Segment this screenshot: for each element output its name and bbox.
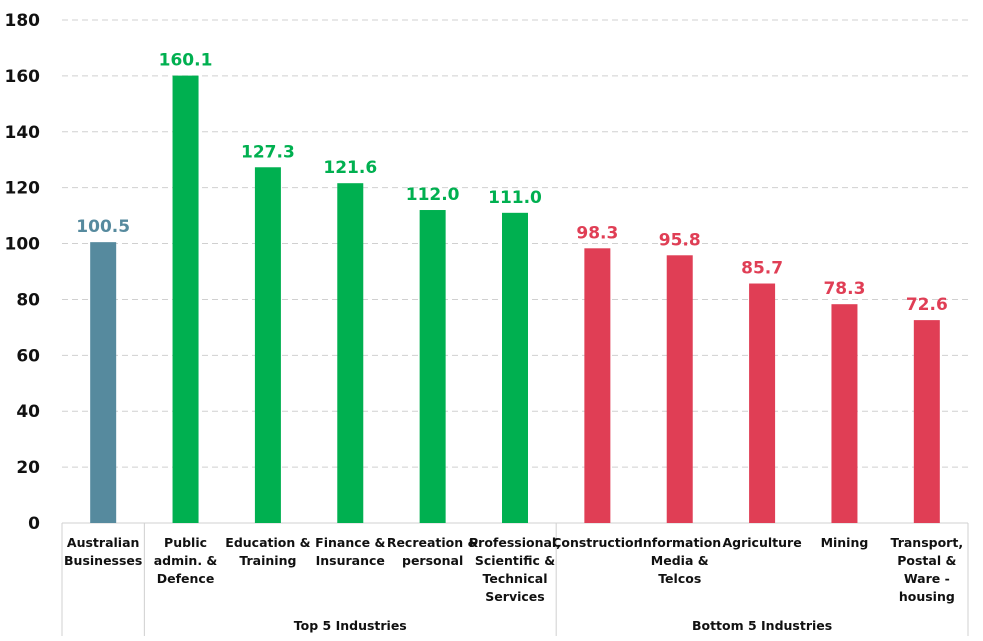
y-tick-label: 60 bbox=[16, 346, 40, 366]
category-label: Mining bbox=[821, 535, 869, 550]
data-label: 160.1 bbox=[159, 51, 213, 71]
data-label: 100.5 bbox=[76, 217, 130, 237]
bar bbox=[584, 248, 611, 524]
data-label: 85.7 bbox=[741, 259, 783, 279]
category-label: Media & bbox=[651, 553, 709, 568]
bar bbox=[172, 75, 199, 524]
category-label: Postal & bbox=[897, 553, 956, 568]
y-tick-label: 180 bbox=[5, 11, 41, 31]
y-tick-label: 100 bbox=[5, 235, 41, 255]
category-label: Training bbox=[239, 553, 296, 568]
y-tick-label: 40 bbox=[16, 402, 40, 422]
data-label: 127.3 bbox=[241, 142, 295, 162]
bar bbox=[913, 320, 940, 523]
category-label: Finance & bbox=[315, 535, 385, 550]
data-label: 111.0 bbox=[488, 188, 542, 208]
category-label: Technical bbox=[483, 571, 548, 586]
data-label: 78.3 bbox=[823, 279, 865, 299]
category-label: Transport, bbox=[891, 535, 964, 550]
category-label: Businesses bbox=[64, 553, 142, 568]
category-label: housing bbox=[899, 589, 955, 604]
group-label: Top 5 Industries bbox=[294, 618, 407, 633]
data-label: 95.8 bbox=[659, 230, 701, 250]
category-label: Telcos bbox=[658, 571, 701, 586]
category-label: Professional, bbox=[469, 535, 561, 550]
y-tick-label: 0 bbox=[28, 514, 40, 534]
bar bbox=[337, 183, 364, 523]
category-label: Australian bbox=[67, 535, 140, 550]
bar bbox=[831, 304, 858, 523]
data-label: 112.0 bbox=[406, 185, 460, 205]
bar bbox=[90, 242, 117, 524]
category-label: Defence bbox=[157, 571, 215, 586]
group-label: Bottom 5 Industries bbox=[692, 618, 832, 633]
bar bbox=[254, 167, 281, 524]
data-label: 72.6 bbox=[906, 295, 948, 315]
category-label: Construction bbox=[552, 535, 642, 550]
y-tick-label: 160 bbox=[5, 67, 41, 87]
category-label: Scientific & bbox=[475, 553, 555, 568]
y-tick-label: 120 bbox=[5, 179, 41, 199]
y-tick-label: 80 bbox=[16, 290, 40, 310]
bar bbox=[666, 255, 693, 523]
category-label: Insurance bbox=[316, 553, 385, 568]
category-label: Agriculture bbox=[722, 535, 801, 550]
data-label: 121.6 bbox=[323, 158, 377, 178]
category-label: Services bbox=[485, 589, 544, 604]
data-label: 98.3 bbox=[576, 223, 618, 243]
bar bbox=[502, 212, 528, 524]
bar bbox=[419, 210, 446, 523]
bar bbox=[749, 283, 776, 523]
y-tick-label: 140 bbox=[5, 123, 41, 143]
category-label: admin. & bbox=[154, 553, 218, 568]
category-label: personal bbox=[402, 553, 463, 568]
category-label: Recreation & bbox=[387, 535, 479, 550]
category-label: Education & bbox=[225, 535, 310, 550]
category-label: Public bbox=[164, 535, 207, 550]
category-label: Ware - bbox=[904, 571, 950, 586]
y-tick-label: 20 bbox=[16, 458, 40, 478]
category-label: Information bbox=[638, 535, 721, 550]
